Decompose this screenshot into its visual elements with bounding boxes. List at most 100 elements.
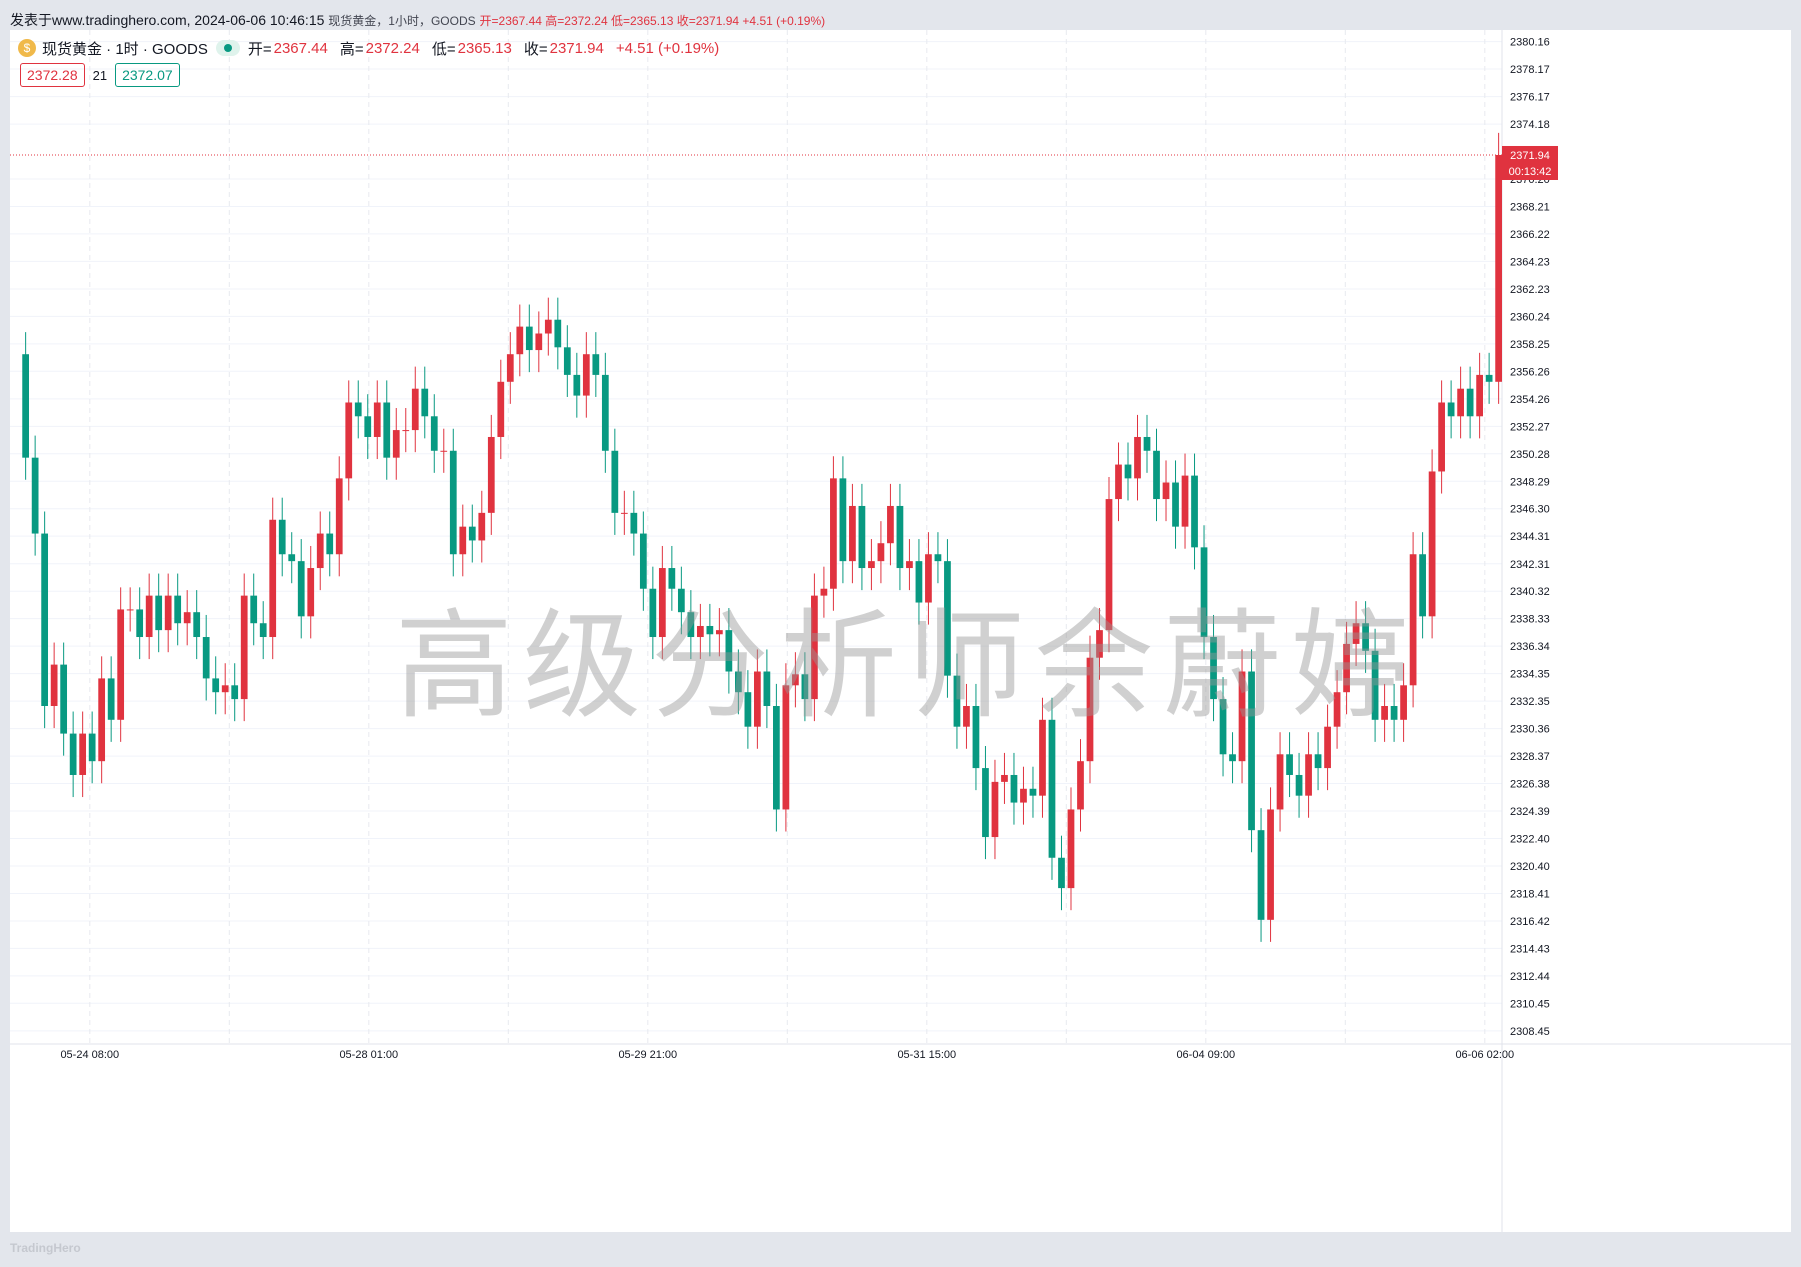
candle-body xyxy=(1124,464,1132,479)
candle-body xyxy=(525,326,533,351)
y-tick-label: 2344.31 xyxy=(1510,531,1550,543)
candle-body xyxy=(668,568,676,589)
candle-body xyxy=(811,595,818,700)
candle-body xyxy=(953,675,961,727)
x-tick-label: 05-29 21:00 xyxy=(618,1049,677,1061)
candle-body xyxy=(972,706,980,769)
candle-body xyxy=(221,685,229,693)
candle-body xyxy=(1257,830,1265,920)
candle-body xyxy=(1352,623,1360,644)
candle-body xyxy=(164,595,172,631)
candle-body xyxy=(1086,657,1094,762)
candle-body xyxy=(1058,857,1065,889)
candle-body xyxy=(231,685,239,700)
candle-body xyxy=(1172,482,1179,527)
candle-body xyxy=(801,674,809,700)
candle-body xyxy=(411,388,419,431)
y-tick-label: 2380.16 xyxy=(1510,37,1550,49)
candle-body xyxy=(658,568,666,638)
candle-body xyxy=(915,561,923,603)
candle-body xyxy=(944,561,951,676)
candle-body xyxy=(345,402,353,479)
market-status-badge[interactable] xyxy=(215,40,240,56)
candle-body xyxy=(820,588,828,596)
candle-body xyxy=(620,512,628,514)
candle-body xyxy=(773,706,780,810)
candle-body xyxy=(278,519,286,555)
candle-body xyxy=(98,678,106,762)
y-tick-label: 2310.45 xyxy=(1510,998,1550,1010)
candle-body xyxy=(544,319,552,334)
y-tick-label: 2360.24 xyxy=(1510,311,1550,323)
candlestick-chart[interactable]: 2380.162378.172376.172374.182370.202368.… xyxy=(10,30,1791,1232)
legend-change: +4.51 (+0.19%) xyxy=(615,39,720,57)
y-tick-label: 2346.30 xyxy=(1510,504,1550,516)
candle-body xyxy=(1029,788,1037,796)
candle-body xyxy=(1485,374,1493,382)
candle-body xyxy=(31,457,39,534)
candle-body xyxy=(316,533,324,569)
candle-body xyxy=(1229,754,1236,762)
candle-body xyxy=(1362,623,1369,651)
y-tick-label: 2368.21 xyxy=(1510,201,1550,213)
candle-body xyxy=(906,561,913,569)
candle-body xyxy=(373,402,381,437)
candle-body xyxy=(516,326,524,355)
x-tick-label: 05-24 08:00 xyxy=(60,1049,119,1061)
candle-body xyxy=(896,505,904,569)
candle-body xyxy=(1495,154,1502,382)
candle-body xyxy=(649,588,657,638)
candle-body xyxy=(326,533,334,555)
y-tick-label: 2320.40 xyxy=(1510,861,1550,873)
candle-body xyxy=(1305,754,1312,796)
x-tick-label: 05-31 15:00 xyxy=(897,1049,956,1061)
candle-body xyxy=(402,430,410,432)
candle-body xyxy=(240,595,248,700)
candle-body xyxy=(22,354,30,458)
candle-body xyxy=(1210,637,1217,700)
candle-body xyxy=(392,430,400,458)
candle-body xyxy=(1286,754,1293,775)
candle-body xyxy=(174,595,182,624)
candle-body xyxy=(925,554,932,603)
legend-low-label: 低= xyxy=(431,40,456,58)
candle-body xyxy=(1238,671,1246,762)
legend-symbol[interactable]: 现货黄金 · 1时 · GOODS xyxy=(42,40,208,58)
chart-frame[interactable]: 2380.16 2378.17 2376.17 2374.18 2370.20 2368.… xyxy=(10,30,1791,1232)
last-price-tag xyxy=(1502,145,1558,180)
candle-body xyxy=(297,561,305,617)
candle-body xyxy=(202,637,210,679)
y-tick-label: 2376.17 xyxy=(1510,92,1550,104)
candle-body xyxy=(506,354,514,382)
y-tick-label: 2340.32 xyxy=(1510,586,1550,598)
legend-open-label: 开= xyxy=(247,40,272,58)
candle-body xyxy=(1143,436,1151,451)
candle-body xyxy=(601,374,609,451)
x-tick-label: 06-06 02:00 xyxy=(1455,1049,1514,1061)
gold-coin-icon: $ xyxy=(18,39,36,57)
candle-body xyxy=(1105,499,1113,631)
candle-body xyxy=(430,416,438,451)
candle-body xyxy=(478,512,486,541)
candle-body xyxy=(839,478,847,562)
candle-body xyxy=(307,568,315,617)
bid-price-button[interactable]: 2372.28 xyxy=(20,63,85,87)
candle-body xyxy=(630,512,638,534)
x-tick-label: 05-28 01:00 xyxy=(339,1049,398,1061)
candle-body xyxy=(126,609,134,611)
candle-body xyxy=(1333,692,1341,727)
y-tick-label: 2324.39 xyxy=(1510,806,1550,818)
candle-body xyxy=(269,519,277,638)
ask-price-button[interactable]: 2372.07 xyxy=(115,63,180,87)
candle-body xyxy=(1314,754,1322,769)
candle-body xyxy=(1476,374,1483,417)
candle-body xyxy=(335,478,343,555)
candle-body xyxy=(1010,774,1018,803)
candle-body xyxy=(1267,809,1274,920)
y-tick-label: 2364.23 xyxy=(1510,256,1550,268)
candle-body xyxy=(573,374,581,396)
y-tick-label: 2358.25 xyxy=(1510,339,1550,351)
chart-caption: 发表于www.tradinghero.com, 2024-06-06 10:46… xyxy=(10,10,825,28)
y-tick-label: 2314.43 xyxy=(1510,943,1550,955)
candle-body xyxy=(849,505,856,562)
